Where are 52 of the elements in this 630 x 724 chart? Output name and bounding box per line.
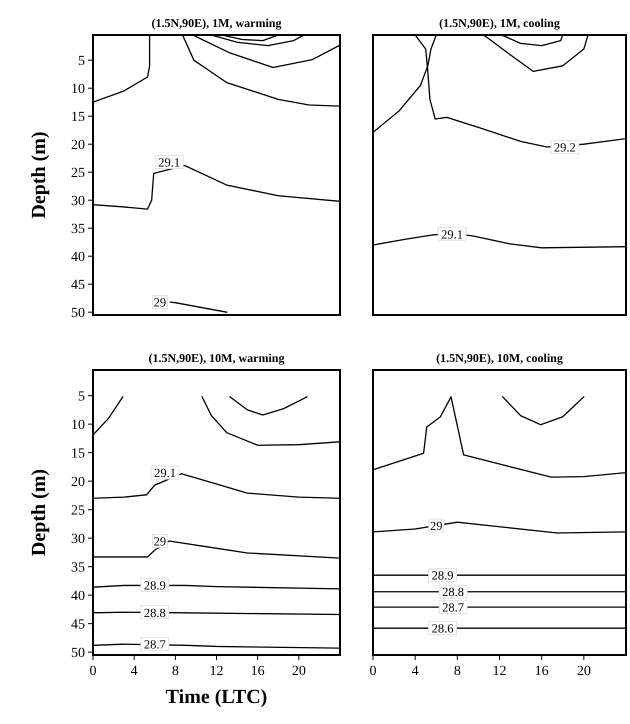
y-tick-label: 20 <box>71 475 85 490</box>
y-tick-label: 5 <box>78 390 85 405</box>
annotation: 28.7 <box>144 638 166 652</box>
x-tick-label: 4 <box>130 664 138 679</box>
annotation: 29 <box>154 534 166 548</box>
y-tick-label: 10 <box>71 82 85 98</box>
y-tick-label: 10 <box>71 418 85 434</box>
y-tick-label: 45 <box>71 618 85 633</box>
x-tick-label: 12 <box>492 664 506 679</box>
x-tick-label: 8 <box>454 664 461 679</box>
annotation: 28.8 <box>442 585 464 600</box>
annotation: 28.9 <box>144 578 166 592</box>
x-tick-label: 16 <box>534 664 549 679</box>
y-tick-label: 50 <box>71 306 85 322</box>
chart-title: (1.5N,90E), 10M, warming <box>148 351 284 365</box>
y-tick-label: 15 <box>71 110 85 126</box>
chart-title: (1.5N,90E), 1M, cooling <box>439 16 560 30</box>
annotation: 28.8 <box>144 606 166 620</box>
x-axis-title: Time (LTC) <box>166 686 268 708</box>
annotation: 29 <box>154 296 166 310</box>
y-tick-label: 30 <box>71 532 85 548</box>
x-tick-label: 20 <box>292 664 306 679</box>
y-tick-label: 35 <box>71 222 85 238</box>
annotation: 29.1 <box>158 156 180 170</box>
y-tick-label: 20 <box>71 138 85 154</box>
y-tick-label: 15 <box>71 446 85 462</box>
y-tick-label: 45 <box>71 278 85 294</box>
y-axis-title: Depth (m) <box>28 131 50 219</box>
x-tick-label: 0 <box>370 664 376 679</box>
annotation: 29.1 <box>154 466 176 480</box>
x-tick-label: 16 <box>250 664 265 679</box>
annotation: 28.9 <box>432 568 454 583</box>
chart-title: (1.5N,90E), 1M, warming <box>152 16 282 30</box>
y-tick-label: 25 <box>71 504 85 519</box>
annotation: 29 <box>430 519 442 534</box>
x-tick-label: 20 <box>576 664 591 679</box>
x-tick-label: 0 <box>90 664 96 679</box>
y-axis-title: Depth (m) <box>28 468 50 556</box>
x-tick-label: 4 <box>412 664 419 679</box>
y-tick-label: 50 <box>71 646 85 662</box>
x-tick-label: 8 <box>172 664 179 679</box>
annotation: 29.2 <box>554 140 576 154</box>
y-tick-label: 40 <box>71 250 85 266</box>
y-tick-label: 30 <box>71 194 85 210</box>
annotation: 28.7 <box>442 600 464 615</box>
y-tick-label: 25 <box>71 166 85 182</box>
y-tick-label: 40 <box>71 589 85 604</box>
y-tick-label: 35 <box>71 560 85 576</box>
x-tick-label: 12 <box>210 664 224 679</box>
chart-title: (1.5N,90E), 10M, cooling <box>436 351 563 365</box>
y-tick-label: 5 <box>78 54 85 70</box>
annotation: 28.6 <box>432 622 454 636</box>
